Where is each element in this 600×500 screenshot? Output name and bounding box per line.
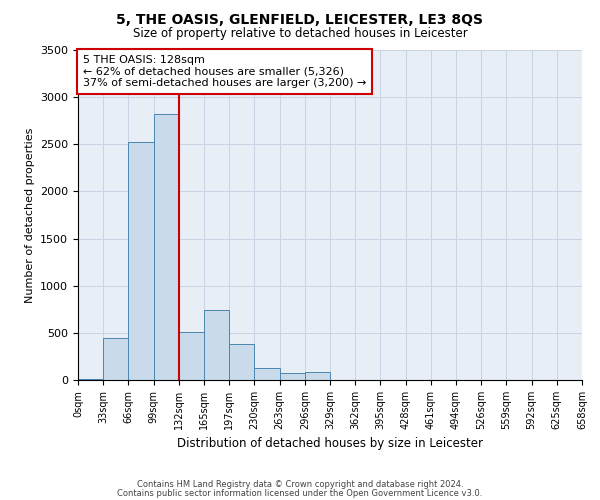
Text: 5, THE OASIS, GLENFIELD, LEICESTER, LE3 8QS: 5, THE OASIS, GLENFIELD, LEICESTER, LE3 …	[116, 12, 484, 26]
Text: Contains HM Land Registry data © Crown copyright and database right 2024.: Contains HM Land Registry data © Crown c…	[137, 480, 463, 489]
Bar	[254, 368, 280, 380]
Bar	[280, 373, 305, 380]
Bar	[103, 338, 128, 380]
Bar	[128, 142, 154, 380]
Text: 5 THE OASIS: 128sqm
← 62% of detached houses are smaller (5,326)
37% of semi-det: 5 THE OASIS: 128sqm ← 62% of detached ho…	[83, 55, 367, 88]
Text: Contains public sector information licensed under the Open Government Licence v3: Contains public sector information licen…	[118, 488, 482, 498]
X-axis label: Distribution of detached houses by size in Leicester: Distribution of detached houses by size …	[177, 438, 483, 450]
Bar	[78, 379, 103, 380]
Bar	[154, 114, 179, 380]
Bar	[229, 344, 254, 380]
Y-axis label: Number of detached properties: Number of detached properties	[25, 128, 35, 302]
Bar	[179, 332, 204, 380]
Text: Size of property relative to detached houses in Leicester: Size of property relative to detached ho…	[133, 28, 467, 40]
Bar	[204, 310, 229, 380]
Bar	[305, 372, 330, 380]
